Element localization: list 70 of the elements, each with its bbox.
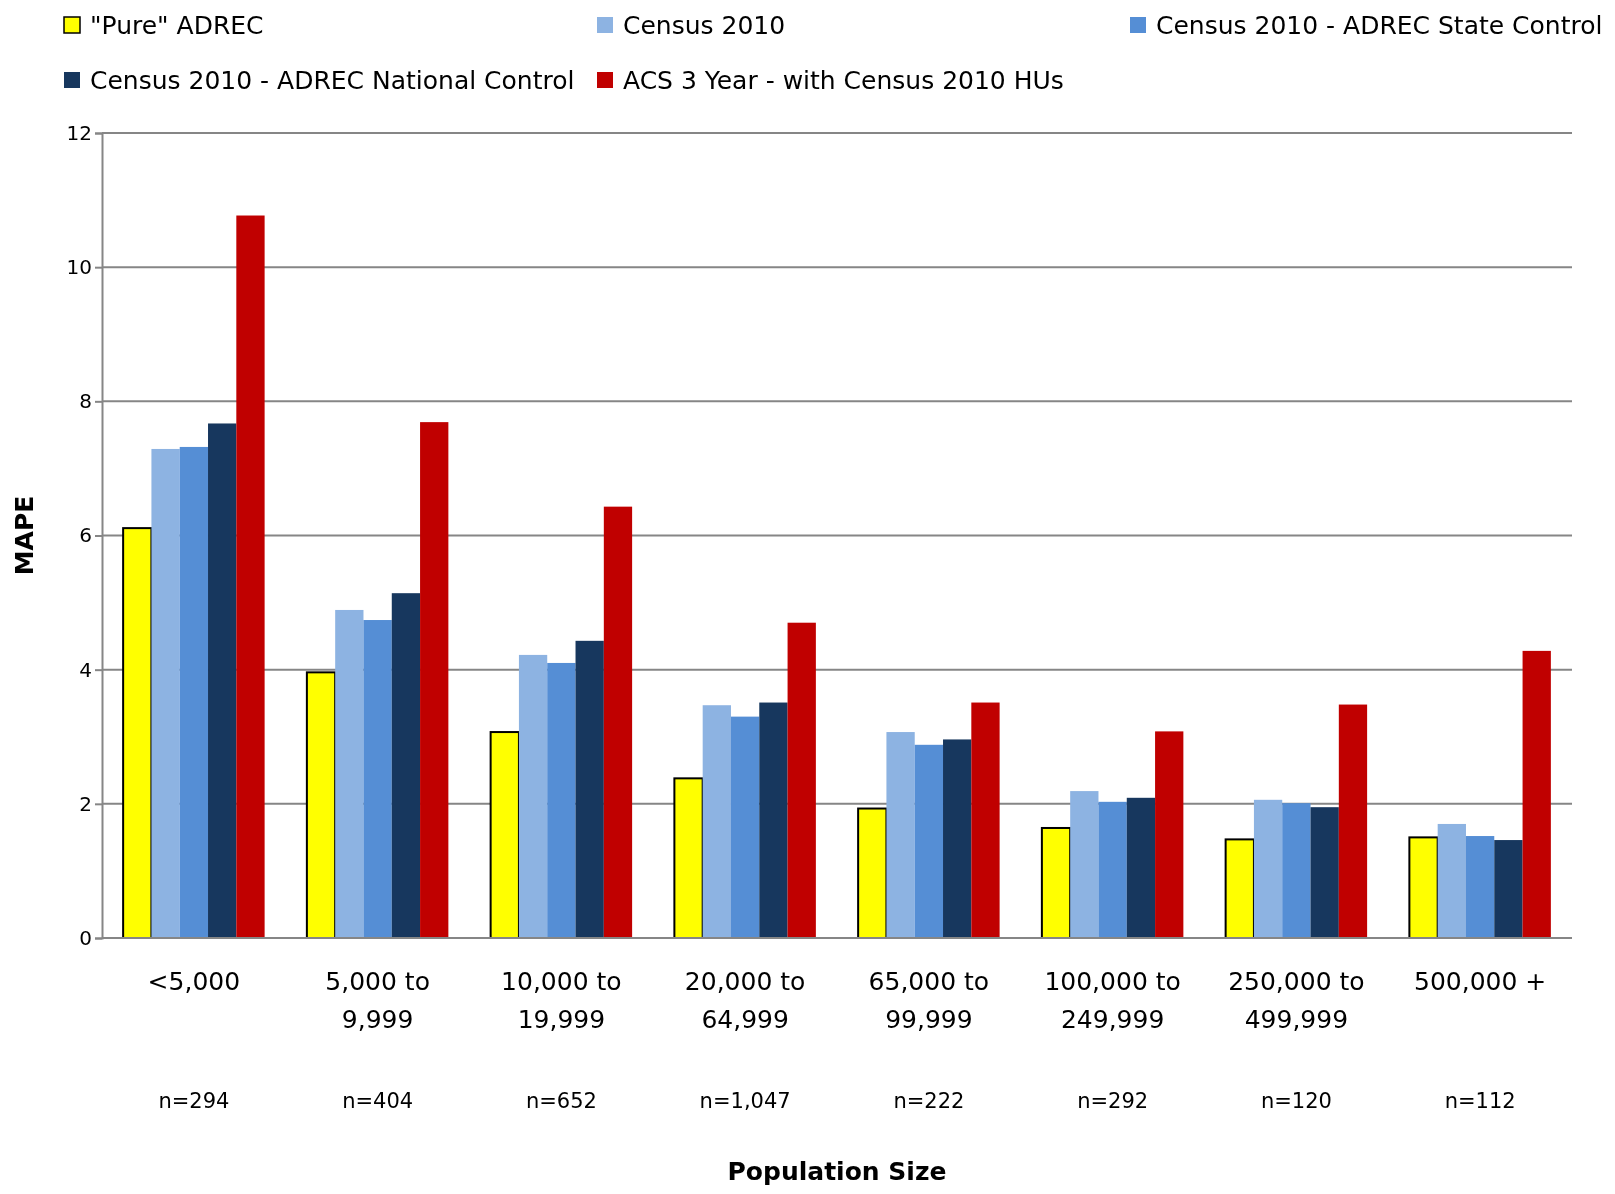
bar: [971, 702, 1000, 938]
bar: [914, 744, 944, 938]
text: n=404: [342, 1089, 414, 1113]
bar: [702, 705, 731, 938]
bar: [1437, 823, 1466, 938]
bar: [518, 654, 548, 938]
bar: [575, 640, 604, 938]
x-tick-label: 65,000 to 99,999: [868, 967, 990, 1034]
bar: [1224, 838, 1255, 939]
bar: [1098, 801, 1127, 938]
y-tick-label: 6: [79, 523, 92, 548]
y-tick-label: 2: [79, 791, 92, 816]
bar: [886, 732, 915, 938]
legend-label: Census 2010 - ADREC State Control: [1156, 11, 1603, 40]
bar: [236, 215, 265, 938]
bar: [363, 620, 392, 938]
text: n=120: [1260, 1089, 1332, 1113]
text: n=294: [158, 1089, 230, 1113]
bar: [943, 739, 972, 938]
bar: [673, 777, 704, 939]
x-tick-label: 100,000 to 249,999: [1044, 967, 1181, 1034]
bar: [1465, 836, 1495, 938]
bar: [1253, 799, 1283, 938]
bar: [1155, 731, 1184, 938]
y-tick-label: 8: [79, 389, 92, 414]
bar: [1408, 836, 1439, 939]
bar: [1070, 791, 1099, 938]
x-tick-label: <5,000: [147, 967, 241, 996]
y-axis-title: MAPE: [10, 495, 39, 576]
bar: [730, 716, 760, 938]
legend-label: Census 2010: [623, 11, 786, 40]
bar: [1282, 803, 1311, 938]
bar: [1338, 704, 1368, 938]
bar: [305, 671, 337, 939]
legend-label: "Pure" ADREC: [90, 11, 264, 40]
x-tick-label: 500,000 +: [1413, 967, 1547, 996]
bar: [335, 609, 364, 938]
bar: [391, 593, 421, 938]
bar: [1522, 650, 1551, 938]
bar: [151, 448, 180, 938]
text: n=1,047: [699, 1089, 791, 1113]
text: n=652: [525, 1089, 597, 1113]
y-tick-label: 12: [66, 120, 92, 145]
y-tick-label: 0: [79, 925, 92, 950]
bar: [179, 446, 209, 938]
text: n=222: [893, 1089, 965, 1113]
bar: [1310, 807, 1339, 938]
bar: [759, 702, 788, 938]
legend-label: ACS 3 Year - with Census 2010 HUs: [623, 66, 1064, 95]
bar: [603, 506, 633, 938]
y-tick-label: 4: [79, 657, 92, 682]
bar: [787, 622, 816, 938]
text: n=112: [1444, 1089, 1516, 1113]
text: n=292: [1077, 1089, 1149, 1113]
x-tick-label: 20,000 to 64,999: [684, 967, 806, 1034]
bar: [1494, 840, 1523, 938]
bar: [122, 527, 153, 939]
x-tick-label: 10,000 to 19,999: [501, 967, 622, 1034]
y-tick-label: 10: [66, 255, 92, 280]
x-tick-label: 5,000 to 9,999: [325, 967, 430, 1034]
bar: [1126, 797, 1156, 938]
x-axis-title: Population Size: [727, 1157, 947, 1186]
bar: [208, 423, 237, 938]
bar: [489, 731, 520, 939]
bar: [547, 662, 576, 938]
x-tick-label: 250,000 to 499,999: [1228, 967, 1365, 1034]
bar: [420, 422, 449, 938]
bar: [857, 807, 888, 939]
legend-label: Census 2010 - ADREC National Control: [90, 66, 575, 95]
bar: [1040, 826, 1072, 939]
